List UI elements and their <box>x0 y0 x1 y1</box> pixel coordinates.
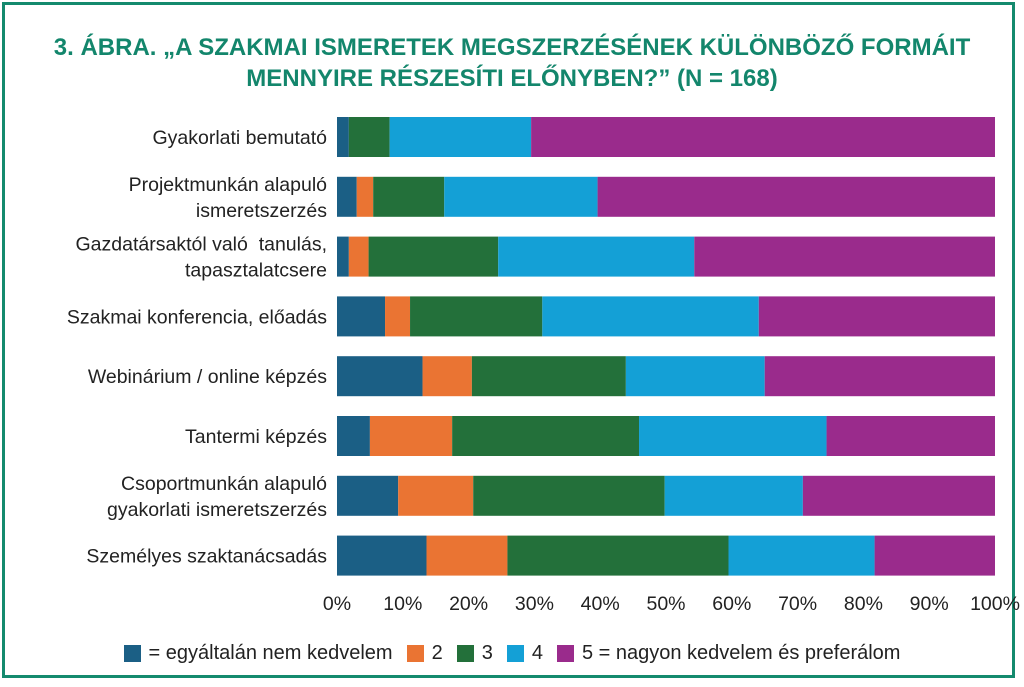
legend-item: 4 <box>506 641 543 665</box>
legend-swatch <box>556 644 574 662</box>
x-tick-label: 80% <box>844 593 883 615</box>
bar-segment <box>337 535 427 576</box>
legend-item: 3 <box>456 641 493 665</box>
legend-swatch <box>406 644 424 662</box>
bar-segment <box>444 176 598 217</box>
bar-segment <box>826 416 995 456</box>
bar-segment <box>542 296 759 337</box>
category-label: ismeretszerzés <box>196 200 327 222</box>
bar-segment <box>368 236 499 277</box>
bar-segment <box>385 296 411 337</box>
bar-segment <box>348 236 369 277</box>
bar-segment <box>639 416 827 456</box>
bar-segment <box>337 356 423 397</box>
bar-segment <box>764 356 995 397</box>
category-label: Webinárium / online képzés <box>88 366 327 388</box>
x-tick-label: 10% <box>383 593 422 615</box>
category-label: Gyakorlati bemutató <box>152 127 327 149</box>
legend-label: 5 = nagyon kedvelem és preferálom <box>581 641 901 664</box>
bar-segment <box>694 236 995 277</box>
bar-segment <box>802 475 995 516</box>
bar-segment <box>625 356 765 397</box>
legend-swatch <box>123 644 141 662</box>
chart-title: 3. ÁBRA. „A SZAKMAI ISMERETEK MEGSZERZÉS… <box>0 32 1024 94</box>
category-label: Projektmunkán alapuló <box>129 174 328 196</box>
bar-segment <box>728 535 875 576</box>
category-label: Személyes szaktanácsadás <box>86 546 327 568</box>
category-label: Szakmai konferencia, előadás <box>67 306 327 328</box>
x-tick-label: 100% <box>970 593 1020 615</box>
category-label: Tantermi képzés <box>185 426 327 448</box>
legend-label: 4 <box>531 641 543 664</box>
bar-segment <box>507 535 729 576</box>
x-tick-label: 90% <box>910 593 949 615</box>
chart-title-line-1: 3. ÁBRA. „A SZAKMAI ISMERETEK MEGSZERZÉS… <box>53 34 971 61</box>
x-tick-label: 30% <box>515 593 554 615</box>
bar-segment <box>337 236 349 277</box>
category-label: tapasztalatcsere <box>185 260 327 282</box>
bar-segment <box>369 416 453 456</box>
x-tick-label: 50% <box>646 593 685 615</box>
bar-segment <box>664 475 803 516</box>
bar-segment <box>337 475 399 516</box>
bar-segment <box>337 176 357 217</box>
category-label: Gazdatársaktól való tanulás, <box>76 234 327 256</box>
bar-segment <box>410 296 543 337</box>
bar-segment <box>337 296 386 337</box>
bar-segment <box>473 475 665 516</box>
x-tick-label: 70% <box>778 593 817 615</box>
category-label: Csoportmunkán alapuló <box>121 473 327 495</box>
legend-item: = egyáltalán nem kedvelem <box>123 641 393 665</box>
bar-segment <box>874 535 995 576</box>
legend-swatch <box>456 644 474 662</box>
bar-segment <box>398 475 474 516</box>
bar-segment <box>758 296 995 337</box>
x-tick-label: 60% <box>712 593 751 615</box>
legend-swatch <box>506 644 524 662</box>
bar-segment <box>597 176 995 217</box>
category-label: gyakorlati ismeretszerzés <box>107 499 327 521</box>
bar-segment <box>471 356 626 397</box>
legend-item: 2 <box>406 641 443 665</box>
bar-segment <box>389 117 532 157</box>
bar-segment <box>337 117 349 157</box>
bar-segment <box>422 356 472 397</box>
bar-segment <box>452 416 640 456</box>
x-tick-label: 20% <box>449 593 488 615</box>
bar-segment <box>498 236 695 277</box>
bar-segment <box>373 176 445 217</box>
legend-label: 3 <box>481 641 493 664</box>
legend-label: = egyáltalán nem kedvelem <box>148 641 393 664</box>
bar-segment <box>531 117 995 157</box>
chart-title-line-2: MENNYIRE RÉSZESÍTI ELŐNYBEN?” (N = 168) <box>246 65 778 92</box>
legend-label: 2 <box>431 641 443 664</box>
bar-segment <box>337 416 370 456</box>
chart-legend: = egyáltalán nem kedvelem 2 3 4 5 = nagyon k… <box>0 638 1024 668</box>
legend-item: 5 = nagyon kedvelem és preferálom <box>556 641 901 665</box>
x-tick-label: 40% <box>581 593 620 615</box>
bar-segment <box>356 176 374 217</box>
x-tick-label: 0% <box>323 593 351 615</box>
bar-segment <box>348 117 390 157</box>
bar-segment <box>426 535 508 576</box>
